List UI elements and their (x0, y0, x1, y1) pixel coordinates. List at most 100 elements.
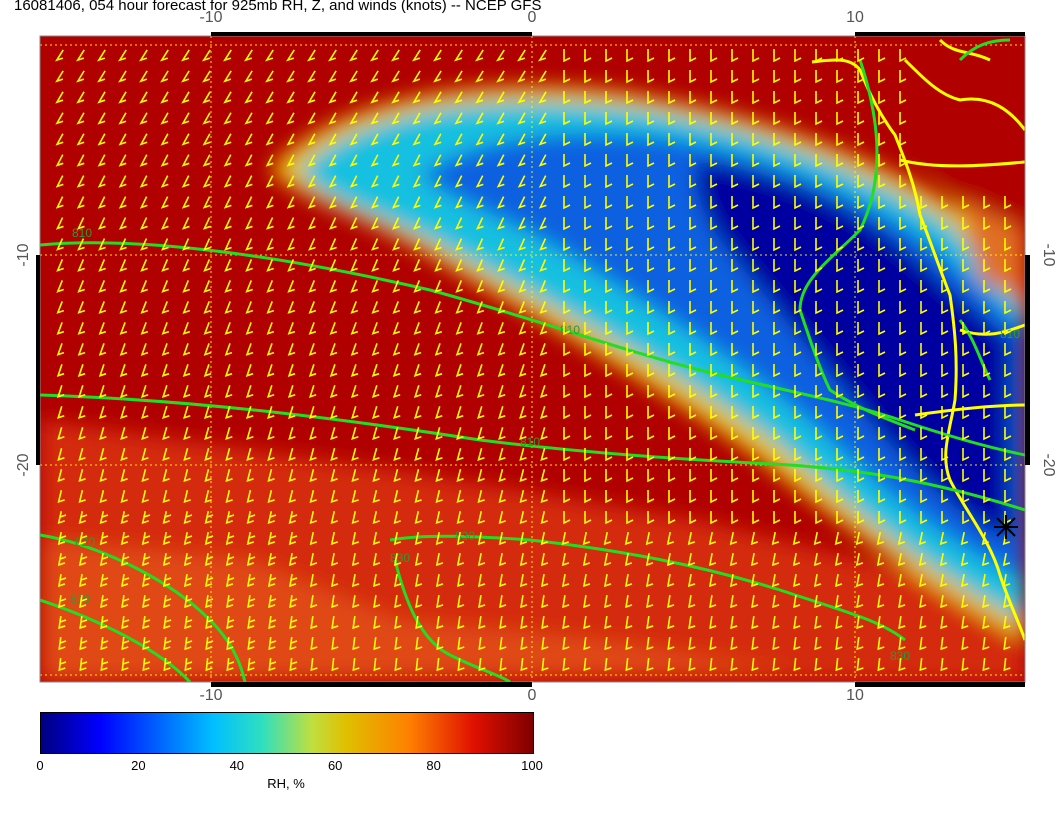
wind-barb (710, 112, 718, 126)
wind-barb (478, 657, 486, 672)
wind-barb (330, 406, 338, 419)
wind-barbs (54, 49, 1012, 672)
wind-barb (857, 511, 865, 525)
wind-barb (77, 385, 86, 398)
wind-barb (224, 385, 233, 398)
wind-barb (456, 406, 464, 419)
wind-barb (434, 364, 443, 377)
wind-barb (205, 615, 214, 630)
wind-barb (877, 636, 885, 651)
wind-barb (920, 343, 928, 357)
wind-barb (689, 511, 697, 525)
wind-barb (836, 490, 844, 504)
wind-barb (752, 406, 760, 420)
wind-barb (688, 615, 696, 630)
wind-barb (773, 133, 781, 147)
wind-barb (815, 448, 823, 462)
wind-barb (349, 217, 358, 230)
wind-barb (76, 196, 85, 209)
wind-barb (899, 154, 907, 168)
wind-barb (1004, 469, 1012, 483)
wind-barb (1004, 364, 1012, 378)
wind-barb (289, 657, 298, 672)
wind-barb (773, 70, 781, 84)
wind-barb (773, 175, 781, 189)
wind-barb (897, 552, 906, 567)
wind-barb (983, 280, 991, 294)
wind-barb (139, 175, 148, 188)
wind-barb (517, 217, 526, 230)
wind-barb (370, 133, 379, 146)
wind-barb (878, 175, 886, 189)
wind-barb (434, 301, 443, 314)
wind-barb (435, 448, 443, 462)
wind-barb (668, 175, 676, 189)
wind-barb (202, 196, 211, 209)
wind-barb (667, 615, 675, 630)
wind-barb (899, 217, 907, 231)
wind-barb (920, 238, 928, 252)
wind-barb (288, 552, 298, 567)
wind-barb (57, 573, 67, 588)
wind-barb (475, 196, 484, 209)
wind-barb (454, 133, 463, 146)
wind-barb (77, 280, 85, 293)
wind-barb (710, 175, 718, 189)
wind-barb (433, 70, 442, 83)
wind-barb (605, 448, 613, 462)
wind-barb (538, 175, 547, 188)
contour-label: 810 (1000, 327, 1020, 341)
wind-barb (267, 510, 277, 525)
wind-barb (857, 364, 865, 378)
wind-barb (309, 552, 318, 567)
wind-barb (962, 490, 970, 504)
wind-barb (161, 364, 170, 377)
wind-barb (771, 552, 780, 567)
wind-barb (97, 217, 106, 230)
wind-barb (647, 154, 655, 168)
wind-barb (794, 448, 802, 462)
wind-barb (412, 91, 421, 104)
wind-barb (414, 573, 423, 588)
wind-barb (731, 385, 739, 399)
colorbar (40, 712, 534, 754)
wind-barb (183, 406, 191, 419)
wind-barb (941, 427, 949, 441)
wind-barb (647, 343, 655, 357)
wind-barb (308, 364, 317, 377)
y-tick-label: -10 (15, 243, 32, 266)
wind-barb (310, 657, 318, 672)
wind-barb (773, 385, 781, 399)
wind-barb (794, 469, 802, 483)
wind-barb (56, 259, 64, 272)
wind-barb (265, 112, 274, 125)
wind-barb (668, 70, 676, 84)
wind-barb (689, 175, 697, 189)
wind-barb (267, 489, 275, 504)
wind-barb (731, 427, 739, 441)
wind-barb (710, 322, 718, 336)
wind-barb (453, 49, 463, 62)
wind-barb (498, 427, 506, 441)
wind-barb (76, 70, 85, 83)
wind-barb (563, 301, 571, 315)
wind-barb (499, 636, 507, 651)
wind-barb (666, 573, 675, 588)
wind-barb (266, 238, 274, 251)
wind-barb (454, 154, 463, 167)
wind-barb (731, 406, 739, 420)
wind-barb (538, 217, 547, 230)
wind-barb (856, 657, 864, 672)
wind-barb (413, 364, 422, 377)
wind-barb (160, 154, 169, 167)
wind-barb (710, 196, 718, 210)
wind-barb (475, 112, 484, 125)
wind-barb (415, 594, 423, 609)
wind-barb (457, 594, 465, 609)
wind-barb (55, 217, 64, 230)
wind-barb (646, 615, 654, 630)
wind-barb (476, 343, 485, 356)
wind-barb (329, 385, 338, 398)
wind-barb (412, 154, 421, 167)
wind-barb (752, 196, 760, 210)
